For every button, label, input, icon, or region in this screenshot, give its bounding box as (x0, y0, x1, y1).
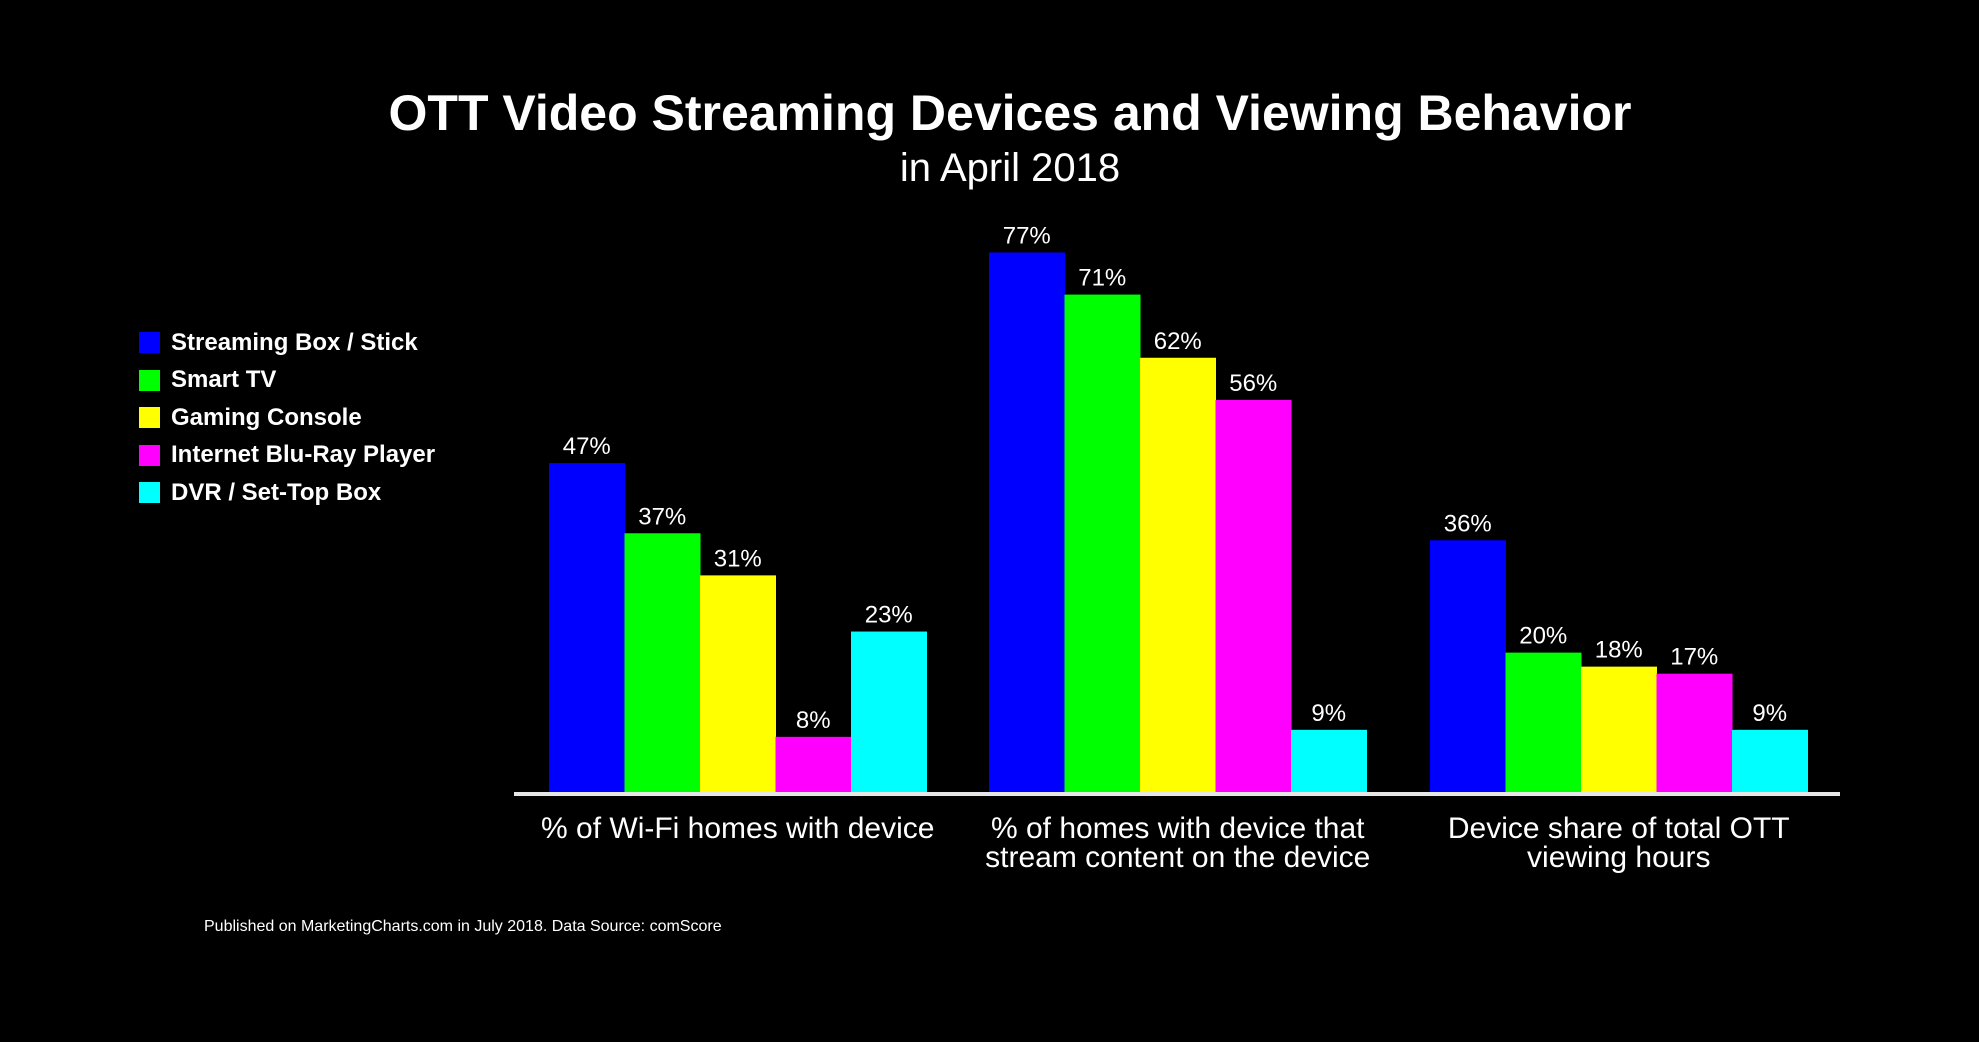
data-label: 9% (1311, 700, 1346, 727)
data-label: 23% (865, 602, 913, 629)
legend-swatch (139, 407, 160, 429)
legend-label: Gaming Console (171, 403, 362, 431)
data-label: 47% (563, 433, 611, 460)
bar-internet-blu-ray-player (775, 736, 852, 793)
bar-smart-tv (1064, 294, 1141, 793)
bar-gaming-console (1581, 666, 1657, 793)
bar-gaming-console (700, 575, 776, 793)
legend-label: Streaming Box / Stick (171, 328, 418, 356)
legend-swatch (139, 369, 160, 391)
bar-dvr-set-top-box (851, 631, 927, 793)
legend-item: Streaming Box / Stick (139, 324, 435, 362)
data-label: 36% (1444, 510, 1492, 537)
chart-title: OTT Video Streaming Devices and Viewing … (388, 85, 1632, 141)
chart-subtitle: in April 2018 (899, 146, 1121, 190)
legend-swatch (139, 482, 160, 504)
bar-dvr-set-top-box (1291, 729, 1367, 793)
bar-internet-blu-ray-player (1656, 673, 1733, 793)
bar-streaming-box-stick (989, 252, 1065, 793)
legend-item: Gaming Console (139, 399, 435, 437)
legend-item: Smart TV (139, 362, 435, 400)
category-label: % of homes with device that (991, 812, 1365, 845)
data-label: 56% (1229, 370, 1277, 397)
bar-gaming-console (1140, 357, 1216, 793)
data-label: 17% (1670, 644, 1718, 671)
category-label: viewing hours (1527, 841, 1710, 874)
category-label: stream content on the device (985, 841, 1370, 874)
bar-smart-tv (624, 533, 701, 793)
legend-label: Smart TV (171, 366, 277, 394)
data-label: 20% (1519, 623, 1567, 650)
data-label: 8% (796, 707, 831, 734)
data-label: 71% (1078, 265, 1126, 292)
legend-label: Internet Blu-Ray Player (171, 441, 436, 469)
data-label: 9% (1752, 700, 1787, 727)
data-label: 62% (1154, 328, 1202, 355)
bar-internet-blu-ray-player (1215, 399, 1292, 793)
legend-item: Internet Blu-Ray Player (139, 437, 435, 475)
category-label: % of Wi-Fi homes with device (541, 812, 934, 845)
category-label: Device share of total OTT (1448, 812, 1790, 845)
bar-smart-tv (1505, 652, 1582, 793)
bar-streaming-box-stick (1430, 540, 1506, 793)
legend-item: DVR / Set-Top Box (139, 474, 435, 512)
data-label: 18% (1595, 637, 1643, 664)
x-axis-line (514, 792, 1840, 796)
data-label: 77% (1003, 222, 1051, 249)
legend-swatch (139, 332, 160, 354)
legend: Streaming Box / Stick Smart TV Gaming Cons… (139, 324, 435, 512)
data-label: 31% (714, 545, 762, 572)
bar-streaming-box-stick (549, 463, 625, 793)
bar-dvr-set-top-box (1732, 729, 1808, 793)
legend-swatch (139, 444, 160, 466)
footer-source: Published on MarketingCharts.com in July… (204, 918, 722, 935)
legend-label: DVR / Set-Top Box (171, 478, 382, 506)
data-label: 37% (638, 503, 686, 530)
